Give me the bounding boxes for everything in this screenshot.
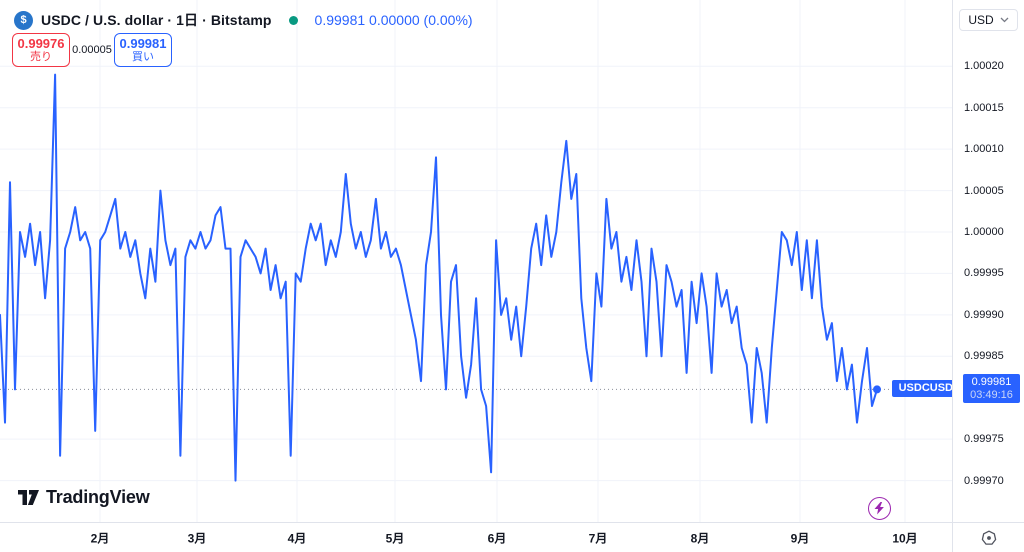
market-open-dot-icon	[288, 15, 298, 25]
bid-ask-panel: 0.99976 売り 0.00005 0.99981 買い	[12, 33, 172, 67]
axis-settings-button[interactable]	[952, 523, 1024, 552]
price-axis-label: 1.00005	[964, 184, 1004, 197]
chart-header: $ USDC / U.S. dollar · 1日 · Bitstamp 0.9…	[14, 10, 473, 30]
price-scale-axis[interactable]: USD 0.99981 03:49:16 1.00020 1.00015 1.000…	[952, 0, 1024, 522]
symbol-title[interactable]: USDC / U.S. dollar · 1日 · Bitstamp	[41, 12, 272, 28]
header-change-abs: 0.00000	[369, 12, 420, 28]
time-axis-label: 7月	[588, 531, 608, 545]
gear-icon	[981, 530, 996, 545]
buy-label: 買い	[132, 51, 154, 64]
time-axis-label: 5月	[385, 531, 405, 545]
price-axis-label: 0.99975	[964, 433, 1004, 446]
badge-countdown: 03:49:16	[970, 389, 1013, 402]
sell-label: 売り	[30, 51, 52, 64]
price-axis-label: 0.99970	[964, 474, 1004, 487]
price-axis-label: 0.99985	[964, 350, 1004, 363]
header-change-pct: (0.00%)	[423, 12, 473, 28]
buy-button[interactable]: 0.99981 買い	[114, 33, 172, 67]
price-line-chart[interactable]	[0, 0, 952, 522]
price-axis-label: 1.00010	[964, 143, 1004, 156]
price-axis-label: 1.00000	[964, 226, 1004, 238]
time-axis-label: 10月	[892, 531, 918, 545]
price-line	[0, 73, 878, 482]
price-axis-label: 0.99995	[964, 267, 1004, 280]
usdc-logo-glyph: $	[20, 14, 27, 26]
sell-button[interactable]: 0.99976 売り	[12, 33, 70, 67]
tradingview-mark-icon	[18, 490, 39, 505]
time-axis-label: 6月	[487, 531, 507, 545]
currency-label: USD	[968, 13, 994, 27]
symbol-axis-badge: USDCUSD	[891, 380, 960, 398]
chevron-down-icon	[1000, 17, 1009, 23]
usdc-logo-icon: $	[14, 10, 33, 30]
lightning-bolt-icon	[874, 502, 884, 515]
time-axis-label: 4月	[287, 531, 307, 545]
price-axis-label: 1.00015	[964, 101, 1004, 114]
time-axis-label: 8月	[690, 531, 710, 545]
tradingview-logo-text: TradingView	[46, 487, 150, 507]
header-last-price: 0.99981	[314, 12, 366, 28]
last-price-change: 0.99981 0.00000 (0.00%)	[315, 12, 473, 28]
price-axis-label: 1.00020	[964, 60, 1004, 73]
buy-price: 0.99981	[119, 35, 167, 51]
time-axis-label: 2月	[90, 531, 110, 545]
price-axis-label: 0.99990	[964, 308, 1004, 321]
time-scale-axis[interactable]: 2月 3月 4月 5月 6月 7月 8月 9月 10月	[0, 522, 1024, 552]
sell-price: 0.99976	[17, 35, 65, 51]
spread-value: 0.00005	[72, 44, 112, 56]
last-price-axis-badge: 0.99981 03:49:16	[963, 374, 1020, 404]
time-axis-label: 9月	[790, 531, 810, 545]
badge-price: 0.99981	[971, 376, 1012, 389]
time-axis-label: 3月	[187, 531, 207, 545]
currency-dropdown-button[interactable]: USD	[959, 9, 1018, 31]
last-price-dot	[873, 385, 881, 394]
tradingview-logo[interactable]: TradingView	[18, 487, 150, 508]
instant-order-button[interactable]	[868, 497, 891, 520]
